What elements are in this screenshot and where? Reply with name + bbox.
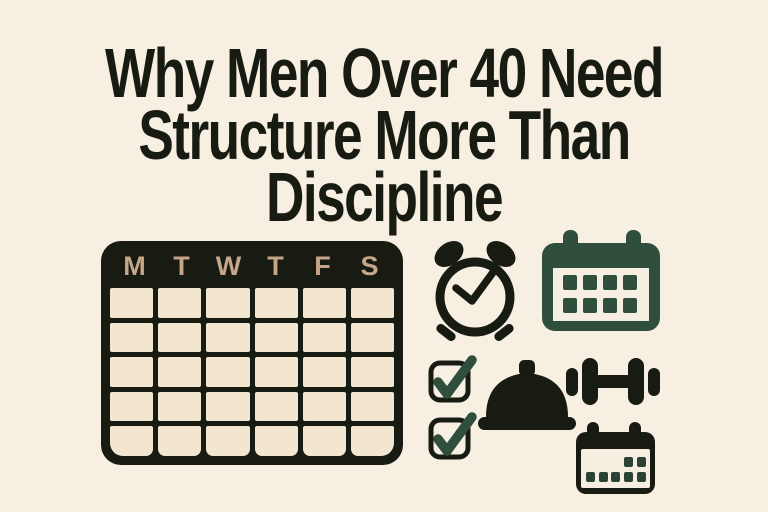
calendar-cell bbox=[302, 288, 346, 318]
calendar-cell bbox=[206, 322, 250, 353]
calendar-cell bbox=[206, 391, 250, 422]
day-header-thu: T bbox=[267, 251, 284, 281]
calendar-cell bbox=[254, 288, 298, 318]
calendar-cell bbox=[302, 391, 346, 422]
day-header-wed: W bbox=[215, 251, 242, 281]
mini-calendar-icon bbox=[576, 422, 655, 494]
day-header-sat: S bbox=[360, 251, 379, 281]
calendar-cell bbox=[302, 357, 346, 387]
calendar-cell bbox=[158, 322, 202, 353]
day-header-fri: F bbox=[314, 251, 331, 281]
calendar-cell bbox=[302, 426, 346, 456]
day-header-tue: T bbox=[173, 251, 190, 281]
calendar-cell bbox=[350, 357, 394, 387]
calendar-cell bbox=[254, 391, 298, 422]
calendar-grid-cells bbox=[101, 288, 403, 465]
calendar-cell bbox=[158, 357, 202, 387]
calendar-cell bbox=[110, 357, 154, 387]
title-line-1: Why Men Over 40 Need bbox=[105, 34, 664, 112]
calendar-cell bbox=[158, 288, 202, 318]
alarm-clock-icon bbox=[434, 241, 516, 342]
page-title: Why Men Over 40 Need Structure More Than… bbox=[0, 34, 768, 236]
calendar-cell bbox=[254, 322, 298, 353]
calendar-cell bbox=[110, 391, 154, 422]
calendar-cell bbox=[350, 391, 394, 422]
calendar-cell bbox=[206, 426, 250, 456]
calendar-cell bbox=[254, 357, 298, 387]
title-line-3: Discipline bbox=[265, 158, 504, 236]
calendar-cell bbox=[206, 288, 250, 318]
calendar-cell bbox=[302, 322, 346, 353]
calendar-cell bbox=[350, 426, 394, 456]
calendar-day-headers: M T W T F S bbox=[101, 241, 403, 288]
day-header-mon: M bbox=[123, 251, 146, 281]
checkbox-checked-icon bbox=[428, 412, 477, 460]
calendar-cell bbox=[206, 357, 250, 387]
title-line-2: Structure More Than bbox=[138, 96, 631, 174]
calendar-cell bbox=[350, 322, 394, 353]
calendar-cell bbox=[110, 288, 154, 318]
month-calendar-icon bbox=[542, 230, 660, 331]
checkbox-checked-icon bbox=[428, 355, 477, 403]
meal-cloche-icon bbox=[478, 360, 576, 430]
dumbbell-icon bbox=[566, 358, 660, 405]
calendar-cell bbox=[110, 426, 154, 456]
weekly-calendar: M T W T F S bbox=[101, 241, 403, 465]
calendar-cell bbox=[350, 288, 394, 318]
calendar-cell bbox=[158, 391, 202, 422]
calendar-cell bbox=[254, 426, 298, 456]
calendar-cell bbox=[158, 426, 202, 456]
calendar-cell bbox=[110, 322, 154, 353]
